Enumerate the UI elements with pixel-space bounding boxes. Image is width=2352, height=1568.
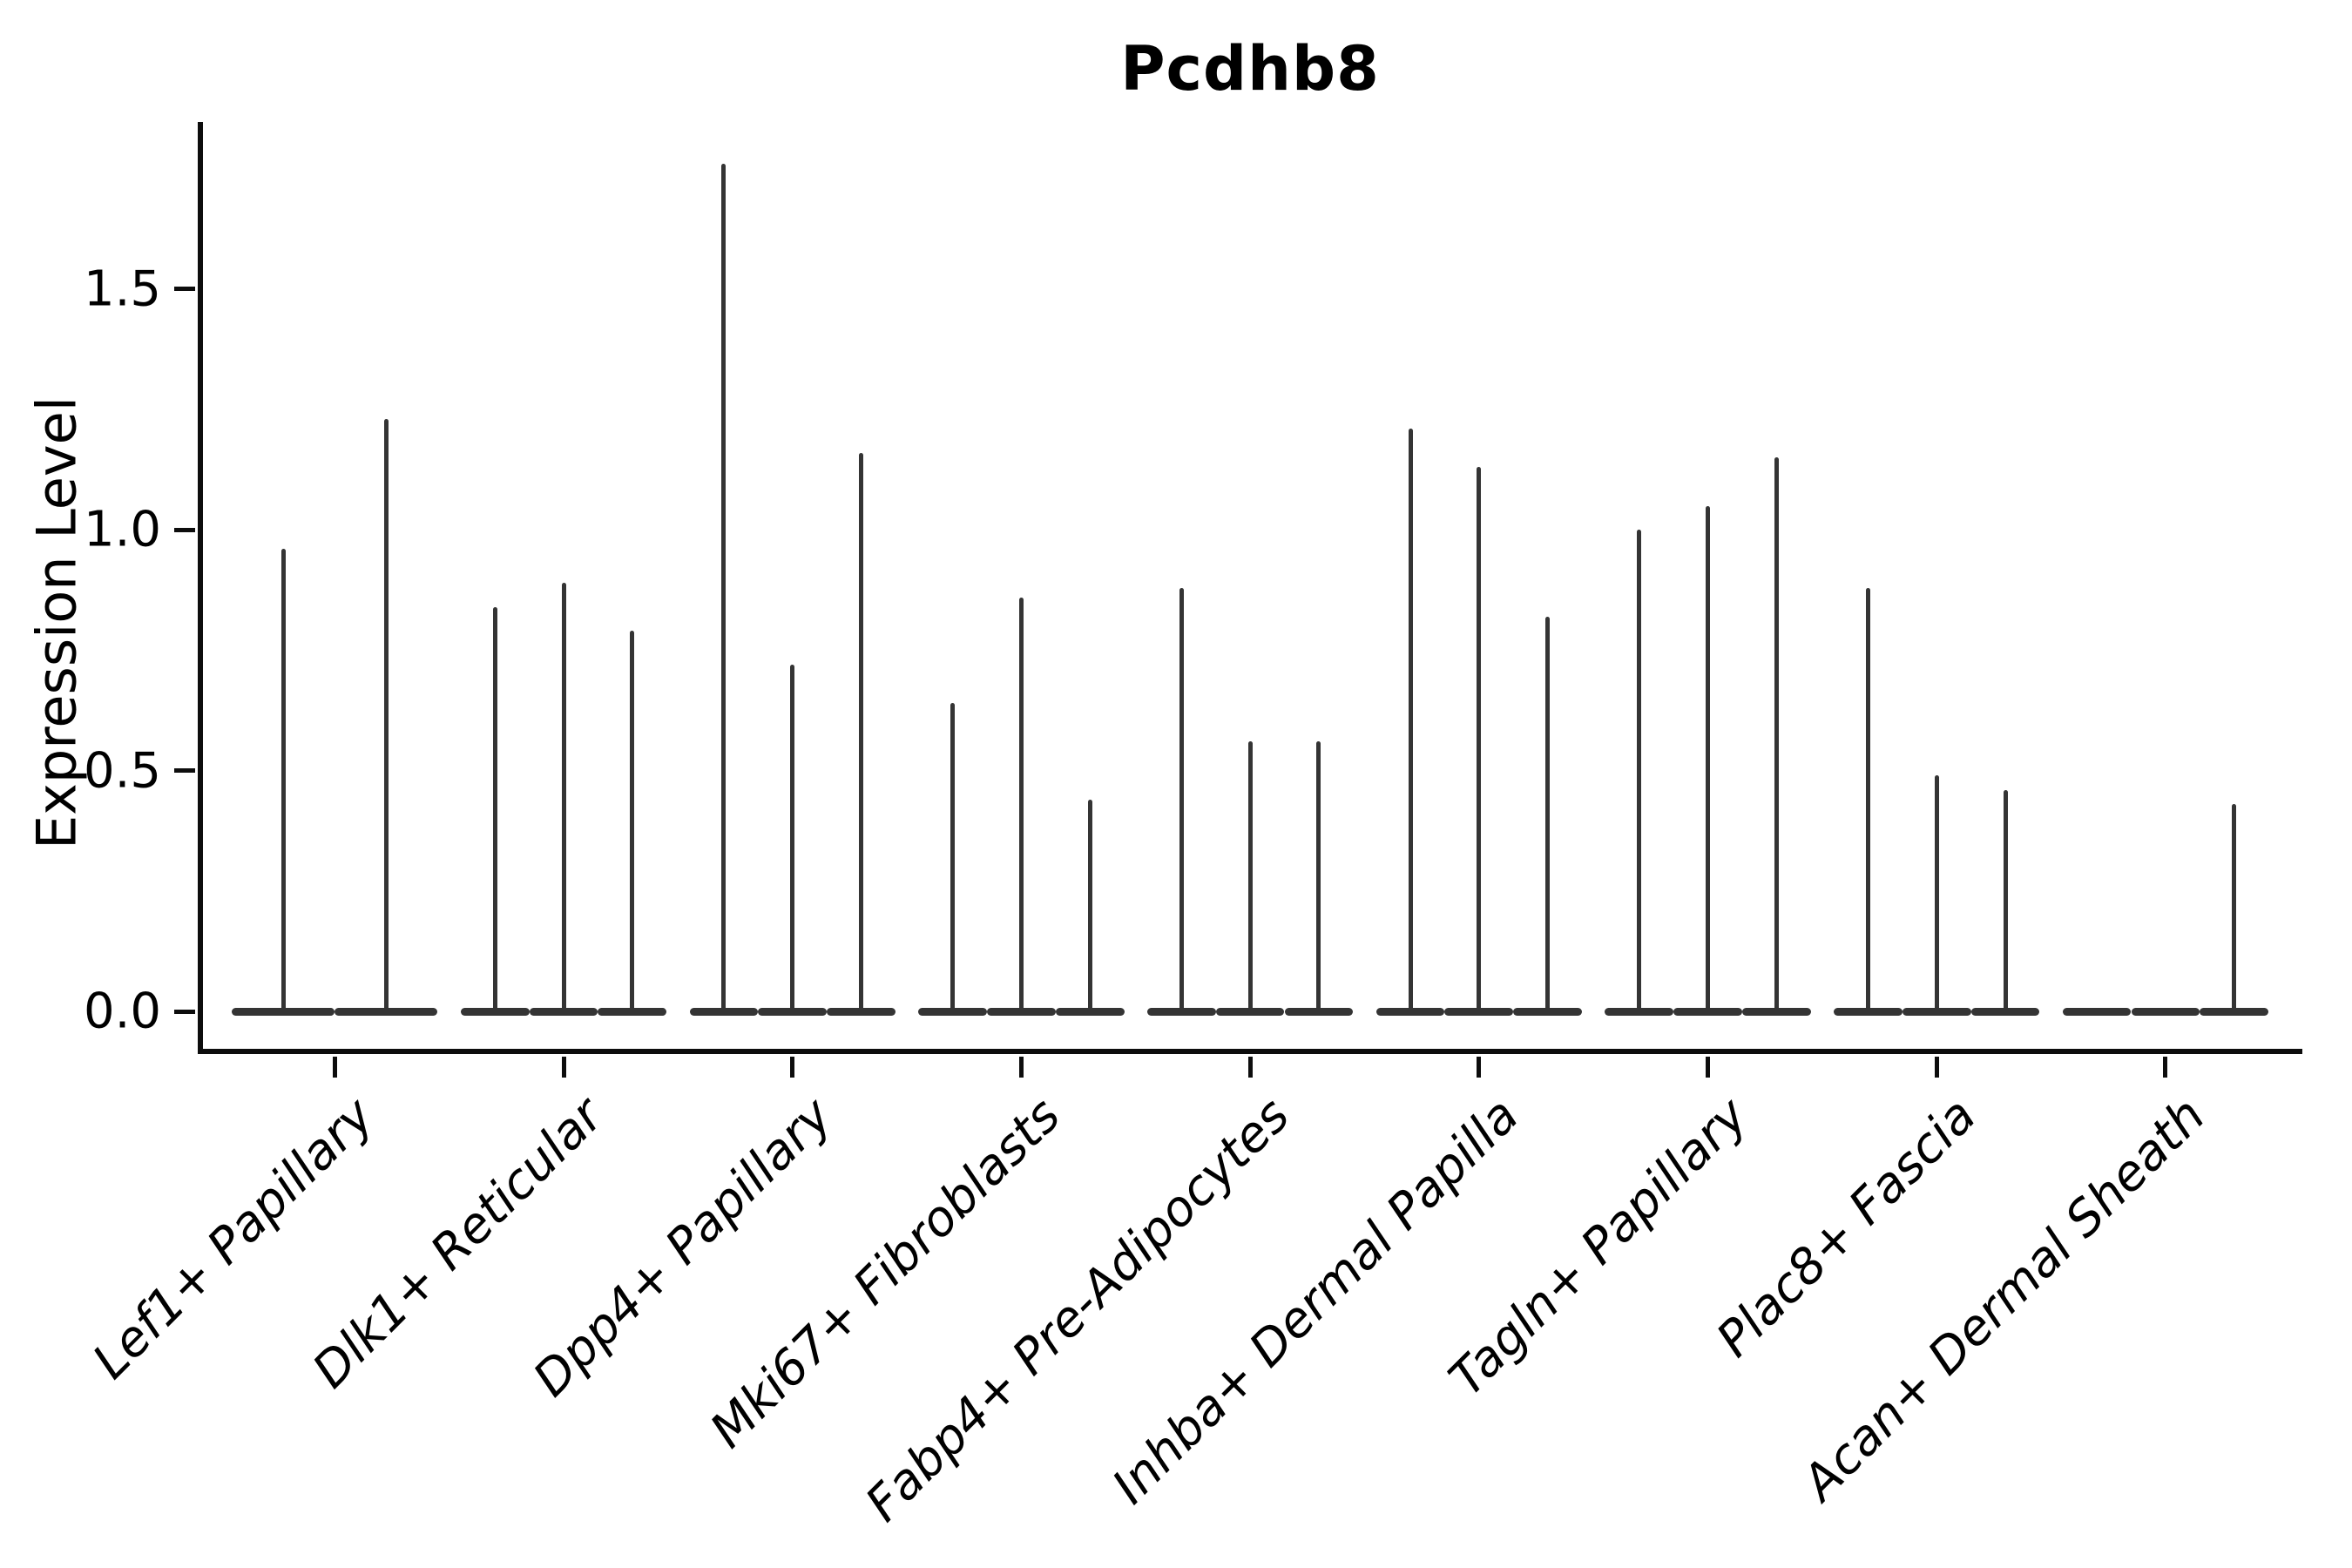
- violin-base: [335, 1007, 438, 1016]
- violin-base: [1284, 1007, 1354, 1016]
- x-tick-label: Inhba+ Dermal Papilla: [1101, 1087, 1530, 1516]
- x-axis-tick: [1247, 1057, 1253, 1078]
- violin-spike: [859, 452, 863, 1011]
- violin-spike: [630, 631, 635, 1011]
- violin-base: [1673, 1007, 1742, 1016]
- violin-spike: [1247, 741, 1253, 1011]
- violin-spike: [1934, 775, 1939, 1011]
- x-axis-tick: [1934, 1057, 1939, 1078]
- violin-spike: [561, 583, 566, 1011]
- x-tick-label: Acan+ Dermal Sheath: [1791, 1087, 2216, 1511]
- y-tick-label: 0.0: [83, 983, 161, 1040]
- violin-base: [2062, 1007, 2132, 1016]
- x-axis-tick: [1477, 1057, 1482, 1078]
- y-tick-label: 1.0: [83, 501, 161, 558]
- y-tick-label: 0.5: [83, 742, 161, 800]
- violin-spike: [1706, 505, 1710, 1011]
- violin-spike: [383, 419, 389, 1011]
- y-axis-tick: [174, 527, 195, 532]
- violin-spike: [1637, 530, 1642, 1011]
- violin-spike: [1087, 799, 1092, 1011]
- y-axis-label: Expression Level: [24, 396, 89, 849]
- violin-spike: [1774, 457, 1779, 1011]
- x-axis-tick: [332, 1057, 337, 1078]
- x-axis-tick: [790, 1057, 795, 1078]
- violin-base: [1215, 1007, 1285, 1016]
- violin-spike: [790, 665, 795, 1011]
- violin-base: [1513, 1007, 1582, 1016]
- violin-base: [598, 1007, 667, 1016]
- violin-base: [1741, 1007, 1811, 1016]
- y-axis-tick: [174, 287, 195, 292]
- violin-spike: [1545, 616, 1551, 1011]
- violin-base: [1970, 1007, 2040, 1016]
- violin-spike: [2232, 804, 2237, 1011]
- violin-base: [918, 1007, 987, 1016]
- violin-spike: [2003, 789, 2008, 1011]
- violin-base: [1605, 1007, 1674, 1016]
- violin-base: [758, 1007, 828, 1016]
- violin-base: [987, 1007, 1056, 1016]
- violin-base: [2200, 1007, 2269, 1016]
- chart-title: Pcdhb8: [1120, 33, 1380, 105]
- x-tick-label: Fabp4+ Pre-Adipocytes: [855, 1087, 1301, 1533]
- violin-spike: [1018, 597, 1024, 1011]
- violin-spike: [280, 549, 286, 1011]
- x-axis-tick: [2163, 1057, 2168, 1078]
- violin-base: [529, 1007, 598, 1016]
- violin-base: [689, 1007, 759, 1016]
- violin-base: [460, 1007, 530, 1016]
- violin-base: [1375, 1007, 1445, 1016]
- violin-base: [1055, 1007, 1125, 1016]
- x-axis-tick: [561, 1057, 566, 1078]
- violin-base: [1834, 1007, 1903, 1016]
- violin-base: [2131, 1007, 2200, 1016]
- violin-spike: [1865, 587, 1870, 1011]
- violin-spike: [492, 606, 497, 1011]
- violin-base: [232, 1007, 335, 1016]
- plot-panel: [198, 122, 2302, 1054]
- violin-spike: [1316, 741, 1321, 1011]
- violin-spike: [1179, 587, 1184, 1011]
- x-axis-tick: [1706, 1057, 1710, 1078]
- violin-spike: [950, 703, 956, 1011]
- violin-spike: [721, 164, 727, 1011]
- violin-base: [1902, 1007, 1971, 1016]
- y-axis-tick: [174, 768, 195, 774]
- violin-base: [1444, 1007, 1514, 1016]
- violin-base: [1146, 1007, 1216, 1016]
- x-axis-tick: [1018, 1057, 1024, 1078]
- y-tick-label: 1.5: [83, 260, 161, 318]
- violin-spike: [1477, 467, 1482, 1011]
- violin-base: [827, 1007, 896, 1016]
- y-axis-tick: [174, 1009, 195, 1014]
- violin-spike: [1408, 429, 1413, 1011]
